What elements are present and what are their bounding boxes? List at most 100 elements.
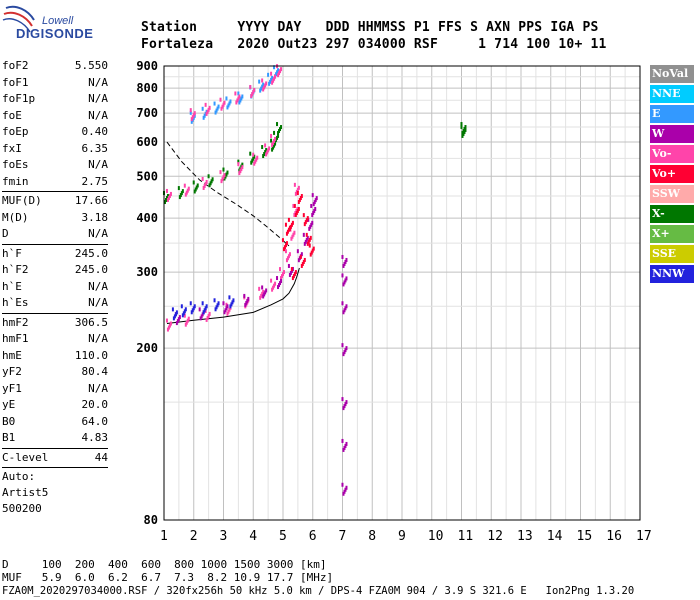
param-value: 20.0 [81, 398, 109, 411]
param-separator [2, 243, 108, 245]
legend-entry: SSW [650, 185, 694, 203]
echo-point [281, 238, 284, 243]
param-row: foF1p N/A [2, 91, 108, 108]
x-tick-label: 7 [338, 529, 347, 544]
param-value: 0.40 [81, 125, 109, 138]
param-label: yE [2, 398, 16, 411]
footer-muf-row: MUF 5.9 6.0 6.2 6.7 7.3 8.2 10.9 17.7 [M… [2, 571, 334, 584]
param-label: MUF(D) [2, 194, 42, 207]
legend-entry: W [650, 125, 694, 143]
param-separator [2, 447, 108, 449]
chart-points [162, 64, 467, 496]
param-row: foF2 5.550 [2, 58, 108, 75]
param-value: N/A [88, 92, 108, 105]
echo-point [213, 298, 216, 303]
param-row: h`Es N/A [2, 295, 108, 312]
logo-line1: Lowell [42, 15, 74, 27]
logo-line2: DIGISONDE [16, 26, 93, 41]
param-label: fxI [2, 141, 22, 155]
y-tick-label: 800 [136, 81, 158, 95]
echo-point [283, 270, 285, 275]
param-label: foF2 [2, 59, 29, 72]
echo-point [274, 74, 277, 79]
echo-point [345, 400, 348, 405]
param-label: h`F [2, 246, 22, 260]
echo-point [187, 186, 190, 191]
echo-point [273, 130, 276, 135]
legend-entry: NNE [650, 85, 694, 103]
echo-point [277, 68, 280, 73]
echo-point [315, 196, 318, 201]
echo-point [225, 302, 228, 307]
x-tick-label: 2 [189, 529, 198, 544]
echo-point [204, 102, 207, 107]
echo-point [207, 174, 210, 179]
echo-point [464, 125, 467, 130]
echo-point [293, 230, 296, 235]
echo-point [291, 266, 294, 271]
echo-point [189, 108, 192, 113]
param-row: B0 64.0 [2, 414, 108, 431]
param-row: h`E N/A [2, 279, 108, 296]
echo-point [201, 106, 204, 111]
legend-entry: Vo- [650, 145, 694, 163]
echo-point [189, 301, 192, 306]
legend-entry: Vo+ [650, 165, 694, 183]
param-label: yF1 [2, 381, 22, 395]
param-value: 4.83 [81, 431, 109, 444]
echo-point [237, 91, 240, 96]
param-row: foE N/A [2, 108, 108, 125]
echo-point [345, 441, 348, 446]
echo-point [460, 124, 463, 129]
param-row: C-level 44 [2, 450, 108, 467]
echo-point [311, 193, 314, 198]
legend-entry: NNW [650, 265, 694, 283]
echo-point [268, 146, 271, 151]
x-tick-label: 1 [160, 529, 168, 544]
x-tick-label: 6 [308, 529, 317, 544]
echo-point [223, 100, 226, 105]
echo-point [222, 301, 225, 306]
echo-point [249, 84, 252, 89]
y-tick-label: 300 [136, 265, 158, 279]
header-labels: Station YYYY DAY DDD HHMMSS P1 FFS S AXN… [141, 20, 607, 35]
param-label: B0 [2, 414, 16, 428]
param-value: N/A [88, 158, 108, 171]
legend-entry: NoVal [650, 65, 694, 83]
x-tick-label: 16 [606, 529, 622, 544]
echo-point [310, 203, 313, 208]
param-label: fmin [2, 174, 29, 188]
echo-point [284, 222, 287, 227]
echo-point [262, 82, 265, 87]
echo-point [184, 307, 187, 312]
param-value: 5.550 [74, 59, 108, 72]
param-row: MUF(D) 17.66 [2, 193, 108, 210]
param-row: hmF1 N/A [2, 331, 108, 348]
param-separator [2, 467, 108, 468]
echo-point [345, 304, 348, 309]
echo-point [249, 151, 252, 156]
param-value: N/A [88, 227, 108, 240]
echo-point [284, 249, 287, 254]
param-value: 44 [94, 450, 108, 464]
echo-point [205, 304, 208, 309]
echo-point [273, 65, 276, 70]
x-tick-label: 11 [457, 529, 474, 544]
echo-point [256, 155, 259, 160]
y-tick-label: 700 [136, 106, 158, 120]
param-value: N/A [88, 108, 108, 122]
param-value: N/A [88, 296, 108, 309]
echo-point [264, 143, 267, 148]
echo-point [234, 91, 237, 96]
param-label: h`E [2, 279, 22, 293]
param-row: h`F 245.0 [2, 246, 108, 263]
echo-point [297, 185, 300, 190]
y-tick-label: 900 [136, 59, 158, 73]
echo-point [292, 203, 295, 208]
echo-point [306, 216, 309, 221]
echo-point [276, 276, 279, 281]
param-label: foEp [2, 125, 29, 138]
parameter-panel: foF2 5.550 foF1 N/A foF1p N/A foE N/A foEp 0.40 fx… [2, 58, 108, 517]
echo-point [241, 162, 244, 167]
